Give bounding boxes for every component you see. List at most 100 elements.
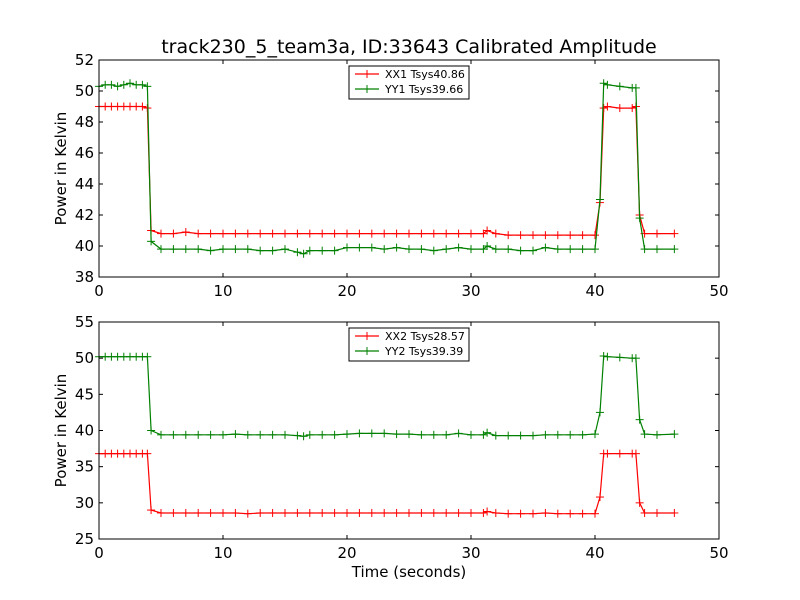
plot1-series-1-point-10 <box>157 430 165 439</box>
plot0-series-0-point-49 <box>603 102 612 111</box>
plot1-series-0-point-18 <box>256 508 265 517</box>
plot0-series-0-point-32 <box>429 229 438 238</box>
plot0-series-0-point-26 <box>355 229 364 238</box>
plot1-series-0 <box>95 449 679 518</box>
plot1-series-1-point-30 <box>392 430 401 439</box>
plot1-series-1-point-19 <box>268 430 277 439</box>
figure-title: track230_5_team3a, ID:33643 Calibrated A… <box>161 36 657 58</box>
plot1-series-0-point-47 <box>595 493 604 502</box>
plot0-series-1-point-39 <box>491 245 500 254</box>
plot1-legend-label-0: XX2 Tsys28.57 <box>385 330 465 343</box>
plot0-series-0-point-44 <box>566 231 575 240</box>
plot0-series-1-point-30 <box>392 243 401 252</box>
plot1-series-0-point-28 <box>380 508 389 517</box>
plot1-series-0-point-21 <box>293 508 302 517</box>
plot0-series-1-point-48 <box>595 195 604 204</box>
plot0-legend-label-0: XX1 Tsys40.86 <box>385 68 465 81</box>
plot0-y-tick-label-0: 38 <box>75 268 94 286</box>
plot1-x-tick-label-1: 10 <box>213 544 232 562</box>
plot0-series-1-point-20 <box>281 245 289 254</box>
plot1-legend: XX2 Tsys28.57 YY2 Tsys39.39 <box>348 327 470 362</box>
plot0-series-1-point-7 <box>138 80 147 89</box>
plot0-series-0-point-24 <box>330 229 339 238</box>
plot1-series-1-point-55 <box>640 430 649 439</box>
plot0-series-1-point-4 <box>119 80 128 89</box>
plot0-series-1-point-13 <box>194 245 203 254</box>
plot0-axes-frame <box>98 59 720 278</box>
plot1-series-1-point-20 <box>281 430 289 439</box>
plot0-series-0-point-34 <box>454 229 463 238</box>
plot1-series-1-point-9 <box>147 426 156 435</box>
plot1-series-0-point-30 <box>405 508 413 517</box>
plot1-series-0-point-32 <box>429 508 438 517</box>
plot0-series-0-point-37 <box>483 226 492 235</box>
plot1-x-tick-label-5: 50 <box>709 544 728 562</box>
plot1-series-0-point-55 <box>653 508 661 517</box>
plot1-series-0-point-19 <box>268 508 277 517</box>
plot1-series-0-point-40 <box>516 509 525 518</box>
plot0-series-1-point-18 <box>256 246 265 255</box>
plot1-y-tick-label-4: 45 <box>75 385 94 403</box>
plot1-series-0-point-33 <box>442 508 451 517</box>
plot1-series-1-point-34 <box>442 430 451 439</box>
plot0-legend-marker-1 <box>363 85 371 93</box>
plot1-series-0-point-11 <box>169 508 178 517</box>
plot0-series-1-point-11 <box>169 245 178 254</box>
plot0-y-tick-label-7: 52 <box>75 51 94 69</box>
plot1-series-0-point-53 <box>635 498 644 507</box>
plot1-series-1 <box>95 351 679 441</box>
plot0-series-0-point-43 <box>553 231 562 240</box>
plot0-series-1-point-21 <box>293 248 302 257</box>
plot1-series-1-point-51 <box>615 353 624 362</box>
plot0-series-1-point-40 <box>504 245 513 254</box>
plot0-series-0-point-31 <box>417 229 426 238</box>
plot0-y-tick-label-3: 44 <box>75 175 94 193</box>
plot1-x-tick-label-3: 30 <box>461 544 480 562</box>
plot1-series-1-point-23 <box>305 430 314 439</box>
plot0-series-1-line <box>98 82 675 255</box>
plot0-series-0-point-11 <box>169 229 178 238</box>
plot0-series-0-point-46 <box>591 231 599 240</box>
plot1-series-1-point-35 <box>454 429 463 438</box>
plot0-series-1-point-53 <box>631 83 640 92</box>
plot1-series-1-point-44 <box>553 430 562 439</box>
plot1-series-0-point-26 <box>355 508 364 517</box>
plot0-series-1-point-10 <box>157 245 165 254</box>
plot1-series-1-point-24 <box>318 430 327 439</box>
plot0-series-0-point-21 <box>293 229 302 238</box>
bottom-subplot: 0 10 20 30 40 50 25 30 35 40 45 50 55 Power in Kelvin… <box>52 313 729 562</box>
plot1-series-1-point-21 <box>293 431 302 440</box>
plot1-series-1-point-12 <box>181 430 190 439</box>
plot0-series-1-point-25 <box>330 246 339 255</box>
plot0-series-0-point-39 <box>504 231 513 240</box>
plot0-legend-label-1: YY1 Tsys39.66 <box>384 83 463 96</box>
plot1-series-1-point-32 <box>417 430 426 439</box>
plot0-series-0-point-38 <box>491 229 500 238</box>
plot1-y-axis-label: Power in Kelvin <box>52 374 70 488</box>
plot1-series-0-point-37 <box>483 507 492 516</box>
plot1-series-1-point-42 <box>529 431 537 440</box>
plot0-series-0-point-23 <box>318 229 327 238</box>
plot1-series-0-point-8 <box>143 449 152 458</box>
plot0-series-0-point-51 <box>628 104 637 113</box>
plot1-series-0-point-12 <box>181 508 190 517</box>
plot1-series-1-line <box>99 355 675 437</box>
plot1-series-0-point-38 <box>491 508 500 517</box>
plot1-series-0-point-54 <box>640 508 649 517</box>
plot1-series-1-point-57 <box>670 430 679 439</box>
plot0-series-1-point-22 <box>299 249 308 258</box>
top-subplot: 0 10 20 30 40 50 38 40 42 44 46 48 50 52 Power in Kelv… <box>52 51 729 300</box>
plot1-series-1-point-53 <box>631 354 640 363</box>
plot0-x-tick-label-4: 40 <box>585 282 604 300</box>
plot0-series-1-point-24 <box>318 246 327 255</box>
plot0-series-0-point-15 <box>219 229 227 238</box>
plot1-series-0-point-15 <box>219 508 227 517</box>
plot1-series-0-point-10 <box>157 508 165 517</box>
plot0-series-1-point-34 <box>442 245 451 254</box>
plot0-series-1-point-5 <box>126 79 134 88</box>
plot1-series-0-point-49 <box>603 449 612 458</box>
plot0-series-1-point-33 <box>429 246 438 255</box>
plot1-series-1-point-8 <box>143 352 152 361</box>
plot0-series-1-point-12 <box>181 245 190 254</box>
plot1-series-1-point-28 <box>367 429 376 438</box>
